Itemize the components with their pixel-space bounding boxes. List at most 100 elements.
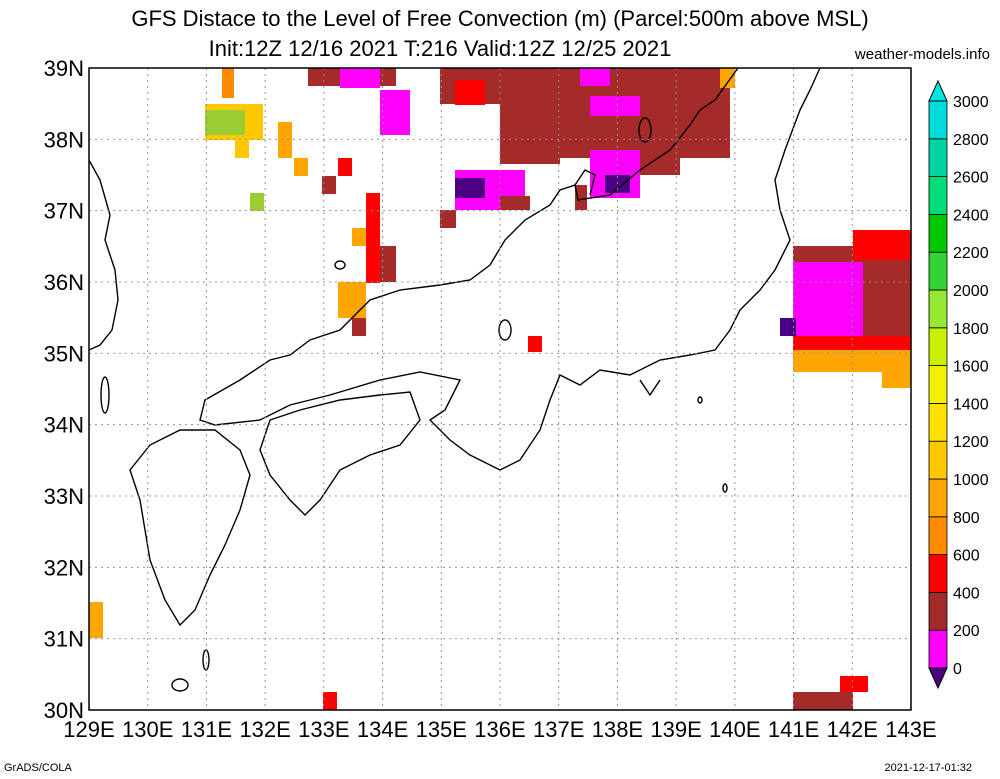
lon-label: 131E: [181, 717, 232, 742]
field-patch: [720, 68, 735, 88]
lon-label: 132E: [239, 717, 290, 742]
field-patch: [590, 96, 640, 116]
lon-label: 135E: [416, 717, 467, 742]
field-patch: [338, 158, 352, 176]
lon-label: 134E: [357, 717, 408, 742]
colorbar-box: [928, 402, 948, 442]
colorbar-label: 1600: [953, 359, 989, 376]
field-patch: [500, 104, 560, 164]
colorbar-box: [928, 592, 948, 631]
field-patch: [340, 68, 380, 88]
field-patch: [882, 368, 911, 388]
coastlines: [88, 67, 821, 692]
colorbar-label: 1200: [953, 434, 989, 451]
field-patch: [380, 90, 410, 135]
field-patch: [853, 230, 911, 260]
field-patch: [338, 282, 366, 318]
lon-label: 140E: [709, 717, 760, 742]
field-patch: [278, 122, 292, 158]
sado-island: [638, 117, 652, 143]
shikoku-coast: [259, 391, 421, 516]
field-patch: [250, 193, 264, 211]
colorbar-label: 2600: [953, 170, 989, 187]
noto-peninsula: [574, 169, 596, 196]
lat-label: 35N: [44, 341, 84, 366]
field-patch: [222, 68, 234, 98]
chart-title: GFS Distace to the Level of Free Convect…: [131, 6, 869, 31]
lat-label: 32N: [44, 555, 84, 580]
korea-coast: [88, 159, 119, 351]
colorbar-label: 2400: [953, 207, 989, 224]
field-patch: [440, 210, 456, 228]
izu-peninsula: [639, 379, 661, 397]
colorbar-box: [928, 365, 948, 404]
yakushima-island: [171, 678, 189, 692]
tanegashima-island: [202, 649, 210, 671]
colorbar-label: 1800: [953, 321, 989, 338]
gridlines: [89, 68, 911, 710]
field-patch: [352, 318, 366, 336]
field-patch: [840, 676, 868, 692]
colorbar-label: 2000: [953, 283, 989, 300]
lon-label: 143E: [885, 717, 936, 742]
latitude-labels: 39N 38N 37N 36N 35N 34N 33N 32N 31N 30N: [44, 56, 84, 723]
chart-subtitle: Init:12Z 12/16 2021 T:216 Valid:12Z 12/2…: [208, 36, 672, 61]
field-patch: [575, 185, 587, 210]
field-patch: [235, 140, 249, 158]
colorbar-label: 3000: [953, 94, 989, 111]
lon-label: 130E: [122, 717, 173, 742]
colorbar-box: [928, 176, 948, 215]
lon-label: 129E: [63, 717, 114, 742]
footer-timestamp: 2021-12-17-01:32: [884, 762, 972, 774]
lon-label: 141E: [768, 717, 819, 742]
lon-label: 136E: [474, 717, 525, 742]
longitude-labels: 129E 130E 131E 132E 133E 134E 135E 136E 137E 138E…: [63, 717, 936, 742]
field-patch: [793, 262, 863, 337]
colorbar-label: 2200: [953, 245, 989, 262]
colorbar-label: 400: [953, 585, 980, 602]
lon-label: 138E: [592, 717, 643, 742]
colorbar-label: 1400: [953, 396, 989, 413]
lon-label: 133E: [298, 717, 349, 742]
awaji-island: [498, 319, 512, 341]
colorbar: [928, 79, 948, 690]
colorbar-max-arrow: [928, 79, 948, 102]
field-patch: [793, 692, 853, 710]
oshima-island: [697, 396, 703, 404]
hachijo-island: [722, 483, 728, 493]
lat-label: 36N: [44, 270, 84, 295]
footer-credit: GrADS/COLA: [4, 762, 72, 774]
lat-label: 33N: [44, 484, 84, 509]
field-patch: [455, 80, 485, 105]
colorbar-label: 800: [953, 510, 980, 527]
colorbar-box: [928, 554, 948, 593]
colorbar-labels: 0 200 400 600 800 1000 1200 1400 1600 1800 2000 220…: [953, 94, 989, 678]
lat-label: 39N: [44, 56, 84, 81]
colorbar-box: [928, 289, 948, 329]
colorbar-box: [928, 100, 948, 140]
colorbar-box: [928, 213, 948, 253]
map-frame: [88, 67, 912, 711]
colorbar-label: 600: [953, 548, 980, 565]
colorbar-min-arrow: [928, 667, 948, 690]
field-patch: [793, 350, 911, 372]
colorbar-label: 200: [953, 623, 980, 640]
lat-label: 38N: [44, 127, 84, 152]
colorbar-box: [928, 478, 948, 518]
oki-island: [334, 260, 346, 270]
kyushu-coast: [129, 429, 251, 627]
lat-label: 34N: [44, 413, 84, 438]
tsushima-island: [100, 376, 110, 414]
field-patch: [780, 318, 796, 336]
colorbar-box: [928, 251, 948, 291]
field-patch: [89, 602, 103, 638]
field-patch: [323, 692, 337, 710]
lon-label: 137E: [533, 717, 584, 742]
field-patch: [580, 68, 610, 86]
field-patch: [500, 196, 530, 210]
field-patch: [528, 336, 542, 352]
field-patch: [455, 178, 485, 198]
lon-label: 139E: [650, 717, 701, 742]
colorbar-box: [928, 138, 948, 178]
